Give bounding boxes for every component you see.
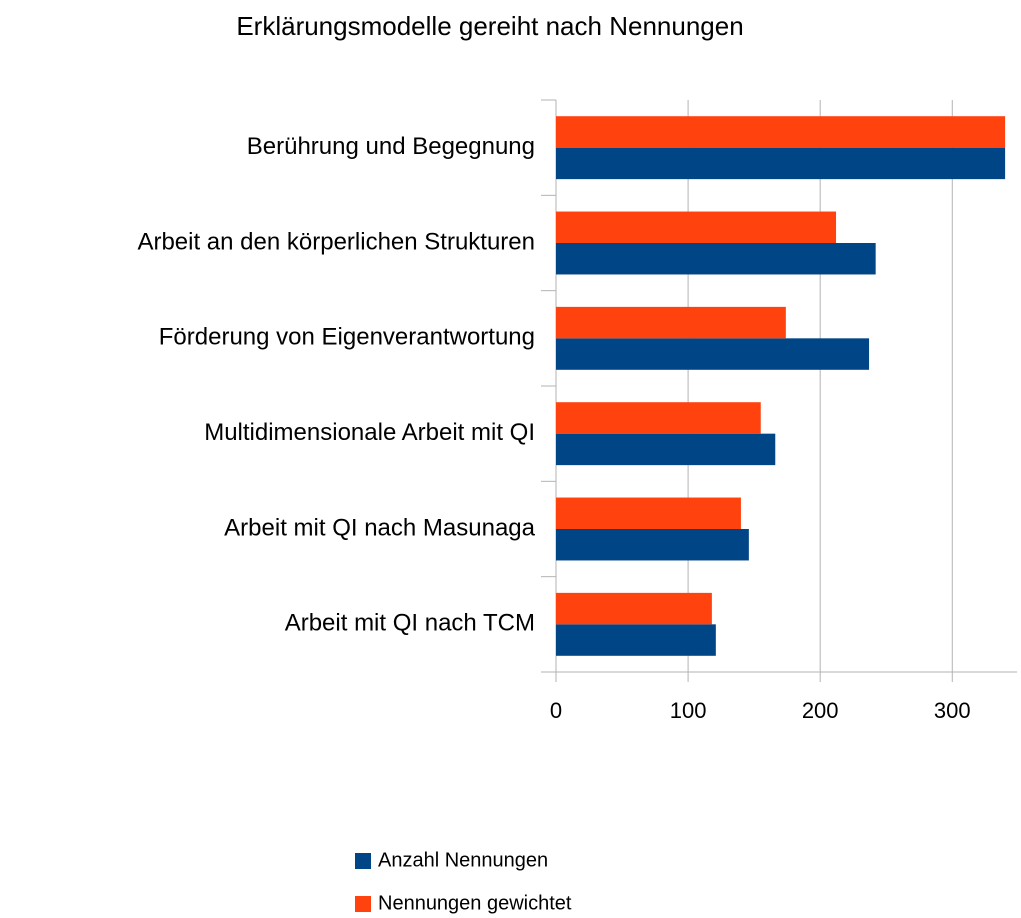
y-tick-label: Förderung von Eigenverantwortung [159, 324, 535, 351]
bar [556, 338, 870, 370]
bar [556, 402, 761, 434]
x-tick-label: 100 [670, 698, 707, 723]
x-tick-label: 300 [934, 698, 971, 723]
legend-swatch [355, 853, 371, 869]
bar [556, 306, 786, 339]
bar [556, 497, 741, 529]
x-tick-label: 200 [802, 698, 839, 723]
bar [556, 243, 876, 275]
bar [556, 624, 716, 656]
legend-swatch [355, 896, 371, 912]
y-tick-label: Berührung und Begegnung [247, 133, 535, 160]
bar [556, 116, 1006, 148]
legend-label: Nennungen gewichtet [378, 892, 572, 914]
y-tick-label: Arbeit mit QI nach TCM [285, 610, 535, 637]
y-tick-label: Arbeit mit QI nach Masunaga [224, 514, 535, 541]
bar [556, 147, 1006, 180]
legend-label: Anzahl Nennungen [378, 849, 548, 871]
bar [556, 433, 776, 466]
bar [556, 529, 749, 561]
bar [556, 592, 712, 625]
bar [556, 211, 837, 243]
chart-title: Erklärungsmodelle gereiht nach Nennungen [236, 11, 743, 41]
y-tick-label: Multidimensionale Arbeit mit QI [204, 419, 535, 446]
y-tick-label: Arbeit an den körperlichen Strukturen [137, 228, 535, 255]
x-tick-label: 0 [550, 698, 562, 723]
